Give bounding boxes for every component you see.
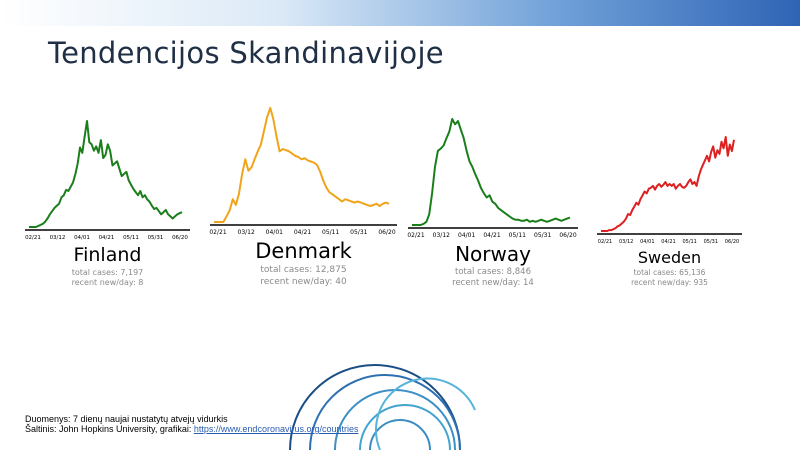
chart-denmark: 02/21 03/12 04/01 04/21 05/11 05/31 06/20 Denma…: [209, 105, 397, 305]
chart-plot: 02/21 03/12 04/01 04/21 05/11 05/31 06/20: [597, 136, 742, 245]
total-cases: total cases: 7,197: [71, 267, 144, 277]
series-line: [214, 107, 390, 223]
arc-5: [369, 419, 431, 450]
arc-1: [289, 364, 461, 450]
chart-finland: 02/21 03/12 04/01 04/21 05/11 05/31 06/20 Finla…: [25, 112, 190, 297]
recent-new-per-day: recent new/day: 935: [631, 278, 708, 288]
x-tick-label: 05/31: [148, 235, 164, 241]
x-tick-label: 04/01: [74, 235, 90, 241]
notes-source-label: Šaltinis: John Hopkins University, grafi…: [25, 424, 194, 434]
x-tick-label: 02/21: [407, 232, 424, 239]
country-title: Norway: [455, 242, 531, 266]
x-tick-label: 05/11: [123, 235, 139, 241]
total-cases: total cases: 12,875: [260, 265, 347, 276]
chart-plot: 02/21 03/12 04/01 04/21 05/11 05/31 06/20: [25, 120, 190, 241]
slide-title: Tendencijos Skandinavijoje: [48, 36, 444, 70]
x-tick-label: 03/12: [619, 239, 633, 245]
x-tick-label: 04/21: [294, 229, 311, 236]
arc-4: [359, 404, 451, 450]
x-tick-label: 06/20: [559, 232, 576, 239]
x-tick-label: 05/31: [350, 229, 367, 236]
chart-plot: 02/21 03/12 04/01 04/21 05/11 05/31 06/20: [407, 118, 578, 239]
chart-norway: 02/21 03/12 04/01 04/21 05/11 05/31 06/20 Norwa…: [407, 112, 578, 302]
country-title: Denmark: [255, 239, 352, 263]
recent-new-per-day: recent new/day: 8: [71, 278, 144, 288]
x-tick-label: 05/31: [704, 239, 718, 245]
x-tick-label: 02/21: [598, 239, 612, 245]
notes-line-2: Šaltinis: John Hopkins University, grafi…: [25, 424, 359, 434]
x-tick-label: 05/11: [322, 229, 339, 236]
x-tick-label: 04/21: [99, 235, 115, 241]
series-line: [412, 118, 571, 226]
source-link[interactable]: https://www.endcoronavirus.org/countries: [193, 424, 359, 434]
series-line: [29, 120, 183, 228]
x-tick-label: 04/01: [458, 232, 475, 239]
x-tick-label: 03/12: [433, 232, 450, 239]
x-tick-label: 05/31: [534, 232, 551, 239]
arc-6: [375, 377, 476, 450]
x-tick-label: 02/21: [25, 235, 41, 241]
recent-new-per-day: recent new/day: 40: [260, 276, 347, 287]
x-tick-label: 02/21: [209, 229, 226, 236]
chart-plot: 02/21 03/12 04/01 04/21 05/11 05/31 06/20: [209, 107, 397, 236]
total-cases: total cases: 8,846: [454, 267, 531, 277]
decorative-arcs: [289, 364, 476, 450]
x-tick-label: 03/12: [50, 235, 66, 241]
total-cases: total cases: 65,136: [633, 268, 706, 278]
source-notes: Duomenys: 7 dienų naujai nustatytų atvej…: [25, 414, 359, 434]
header-banner: [0, 0, 800, 26]
x-tick-label: 04/01: [266, 229, 283, 236]
chart-sweden: 02/21 03/12 04/01 04/21 05/11 05/31 06/20 Swede…: [597, 132, 742, 292]
x-tick-label: 04/01: [640, 239, 654, 245]
country-title: Sweden: [637, 248, 702, 267]
x-tick-label: 04/21: [483, 232, 500, 239]
notes-line-1: Duomenys: 7 dienų naujai nustatytų atvej…: [25, 414, 228, 424]
x-tick-label: 04/21: [661, 239, 675, 245]
x-tick-label: 05/11: [682, 239, 696, 245]
x-tick-label: 06/20: [725, 239, 739, 245]
recent-new-per-day: recent new/day: 14: [452, 278, 534, 289]
x-tick-label: 06/20: [378, 229, 395, 236]
series-line: [601, 136, 735, 232]
x-tick-label: 06/20: [172, 235, 188, 241]
country-title: Finland: [73, 244, 142, 266]
arc-2: [309, 374, 461, 450]
x-tick-label: 03/12: [238, 229, 255, 236]
x-tick-label: 05/11: [509, 232, 526, 239]
